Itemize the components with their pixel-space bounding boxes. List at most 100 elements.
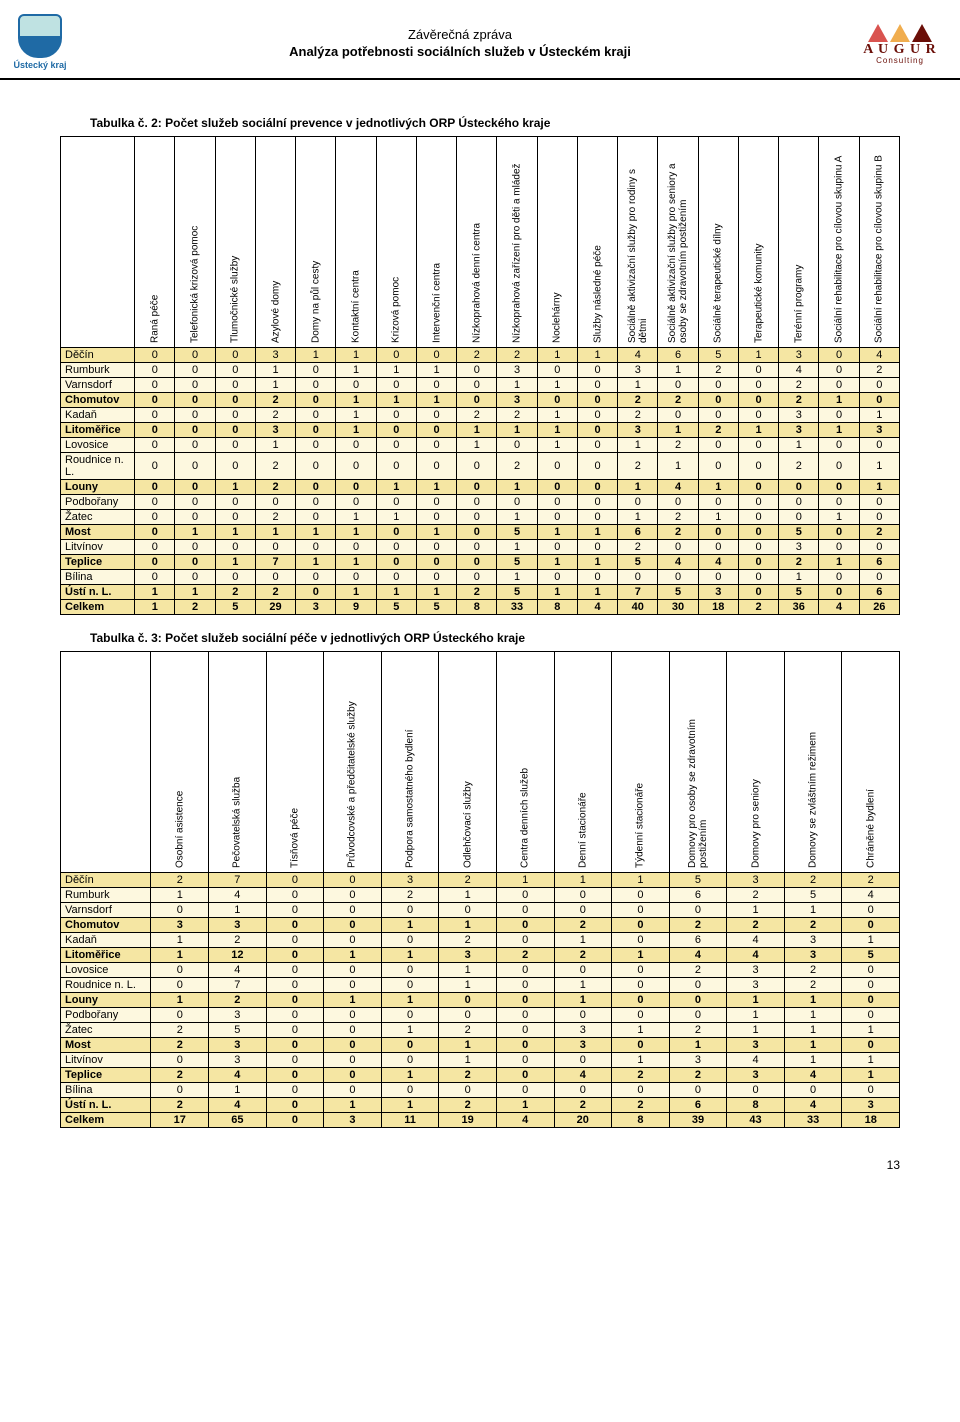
table2-head: Osobní asistencePečovatelská službaTísňo… (61, 652, 900, 873)
table-row: Rumburk1400210006254 (61, 888, 900, 903)
cell: 2 (612, 1068, 670, 1083)
cell: 0 (324, 1023, 382, 1038)
cell: 0 (819, 348, 859, 363)
cell: 1 (612, 1053, 670, 1068)
cell: 0 (255, 570, 295, 585)
cell: 1 (727, 1023, 785, 1038)
cell: 0 (738, 555, 778, 570)
cell: 1 (416, 393, 456, 408)
cell: 0 (151, 1008, 209, 1023)
row-label: Lovosice (61, 438, 135, 453)
cell: 0 (738, 363, 778, 378)
cell: 0 (416, 438, 456, 453)
cell: 0 (698, 453, 738, 480)
cell: 0 (457, 525, 497, 540)
table2-body: Děčín2700321115322Rumburk1400210006254Va… (61, 873, 900, 1128)
cell: 5 (669, 873, 727, 888)
cell: 1 (151, 933, 209, 948)
cell: 0 (612, 1038, 670, 1053)
cell: 0 (612, 963, 670, 978)
cell: 2 (669, 918, 727, 933)
cell: 1 (336, 555, 376, 570)
cell: 2 (151, 1068, 209, 1083)
row-label: Rumburk (61, 363, 135, 378)
cell: 0 (175, 363, 215, 378)
cell: 0 (738, 585, 778, 600)
cell: 0 (784, 1083, 842, 1098)
table-row: Chomutov3300110202220 (61, 918, 900, 933)
cell: 4 (209, 963, 267, 978)
cell: 0 (376, 423, 416, 438)
cell: 1 (497, 480, 537, 495)
cell: 2 (255, 585, 295, 600)
table-row: Teplice2400120422341 (61, 1068, 900, 1083)
cell: 4 (859, 348, 899, 363)
cell: 0 (577, 480, 617, 495)
cell: 0 (577, 393, 617, 408)
cell: 1 (255, 378, 295, 393)
cell: 7 (255, 555, 295, 570)
col-header: Nízkoprahová zařízení pro děti a mládež (497, 137, 537, 348)
cell: 0 (738, 495, 778, 510)
cell: 0 (324, 1008, 382, 1023)
row-label: Chomutov (61, 393, 135, 408)
cell: 0 (255, 540, 295, 555)
table2-title: Tabulka č. 3: Počet služeb sociální péče… (60, 615, 900, 651)
table-row: Bílina0100000000000 (61, 1083, 900, 1098)
cell: 0 (439, 1008, 497, 1023)
cell: 0 (842, 918, 900, 933)
table-row: Litvínov0000000001002000300 (61, 540, 900, 555)
cell: 3 (255, 423, 295, 438)
cell: 3 (209, 918, 267, 933)
cell: 6 (618, 525, 658, 540)
cell: 1 (779, 438, 819, 453)
cell: 3 (618, 363, 658, 378)
cell: 0 (266, 978, 324, 993)
cell: 1 (537, 378, 577, 393)
cell: 8 (457, 600, 497, 615)
cell: 2 (554, 948, 612, 963)
cell: 5 (658, 585, 698, 600)
cell: 0 (577, 570, 617, 585)
cell: 2 (255, 510, 295, 525)
cell: 1 (135, 585, 175, 600)
cell: 1 (618, 438, 658, 453)
cell: 1 (497, 423, 537, 438)
page-body: Tabulka č. 2: Počet služeb sociální prev… (0, 80, 960, 1148)
cell: 0 (336, 480, 376, 495)
cell: 0 (296, 540, 336, 555)
cell: 2 (497, 408, 537, 423)
cell: 0 (296, 408, 336, 423)
cell: 0 (175, 480, 215, 495)
cell: 0 (266, 1083, 324, 1098)
cell: 2 (859, 363, 899, 378)
cell: 0 (496, 993, 554, 1008)
cell: 1 (336, 363, 376, 378)
cell: 1 (376, 585, 416, 600)
cell: 0 (175, 348, 215, 363)
cell: 0 (266, 1113, 324, 1128)
cell: 1 (537, 408, 577, 423)
cell: 1 (497, 378, 537, 393)
cell: 5 (416, 600, 456, 615)
cell: 6 (669, 888, 727, 903)
cell: 26 (859, 600, 899, 615)
cell: 0 (457, 393, 497, 408)
cell: 1 (336, 525, 376, 540)
col-header: Domovy pro osoby se zdravotním postižení… (669, 652, 727, 873)
cell: 0 (296, 363, 336, 378)
row-label: Děčín (61, 873, 151, 888)
col-header: Osobní asistence (151, 652, 209, 873)
cell: 0 (537, 363, 577, 378)
cell: 0 (175, 423, 215, 438)
right-logo-sub: Consulting (876, 56, 924, 65)
table-row: Most0111110105116200502 (61, 525, 900, 540)
cell: 0 (381, 978, 439, 993)
row-label: Celkem (61, 1113, 151, 1128)
cell: 0 (819, 495, 859, 510)
cell: 7 (209, 873, 267, 888)
table-row: Lovosice0001000010101200100 (61, 438, 900, 453)
cell: 0 (376, 540, 416, 555)
row-label: Žatec (61, 510, 135, 525)
row-label: Ústí n. L. (61, 585, 135, 600)
